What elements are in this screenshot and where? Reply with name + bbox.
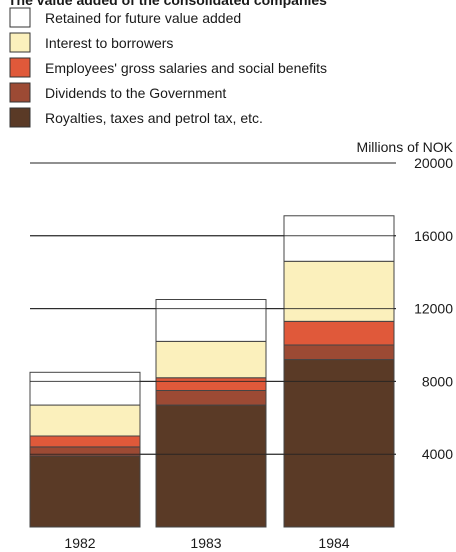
bar-segment <box>155 377 267 392</box>
bar-segment <box>155 340 267 379</box>
legend-label: Retained for future value added <box>45 10 241 26</box>
legend-label: Dividends to the Government <box>45 85 226 101</box>
y-tick-labels: 4000 8000 12000 16000 20000 <box>414 155 453 462</box>
bar-segment <box>29 371 141 406</box>
legend-swatch <box>9 32 31 53</box>
legend-label: Employees' gross salaries and social ben… <box>45 60 327 76</box>
bar-segment <box>283 359 395 528</box>
legend-label: Interest to borrowers <box>45 35 173 51</box>
bar-segment <box>283 320 395 346</box>
y-tick-label: 4000 <box>422 446 453 462</box>
y-tick-label: 8000 <box>422 373 453 389</box>
bar-segment <box>29 435 141 448</box>
legend-swatch <box>9 107 31 128</box>
legend-swatch <box>9 82 31 103</box>
y-tick-label: 16000 <box>414 228 453 244</box>
x-category-label: 1982 <box>64 535 95 551</box>
x-category-labels: 1982 1983 1984 <box>64 535 349 551</box>
chart-title: The value added of the consolidated comp… <box>8 0 327 8</box>
y-tick-label: 20000 <box>414 155 453 171</box>
bar-segment <box>283 260 395 322</box>
x-category-label: 1983 <box>190 535 221 551</box>
bar-segment <box>29 455 141 528</box>
bar-segment <box>155 299 267 342</box>
unit-label: Millions of NOK <box>357 139 454 155</box>
legend-swatch <box>9 7 31 28</box>
legend-swatch <box>9 57 31 78</box>
legend: Retained for future value added Interest … <box>9 7 327 128</box>
bar-segment <box>283 344 395 361</box>
legend-label: Royalties, taxes and petrol tax, etc. <box>45 110 263 126</box>
bar-segment <box>155 404 267 528</box>
bar-segment <box>155 390 267 406</box>
bar-segment <box>283 215 395 262</box>
bar-segment <box>29 404 141 437</box>
y-tick-label: 12000 <box>414 301 453 317</box>
bars <box>29 162 396 528</box>
x-category-label: 1984 <box>318 535 349 551</box>
